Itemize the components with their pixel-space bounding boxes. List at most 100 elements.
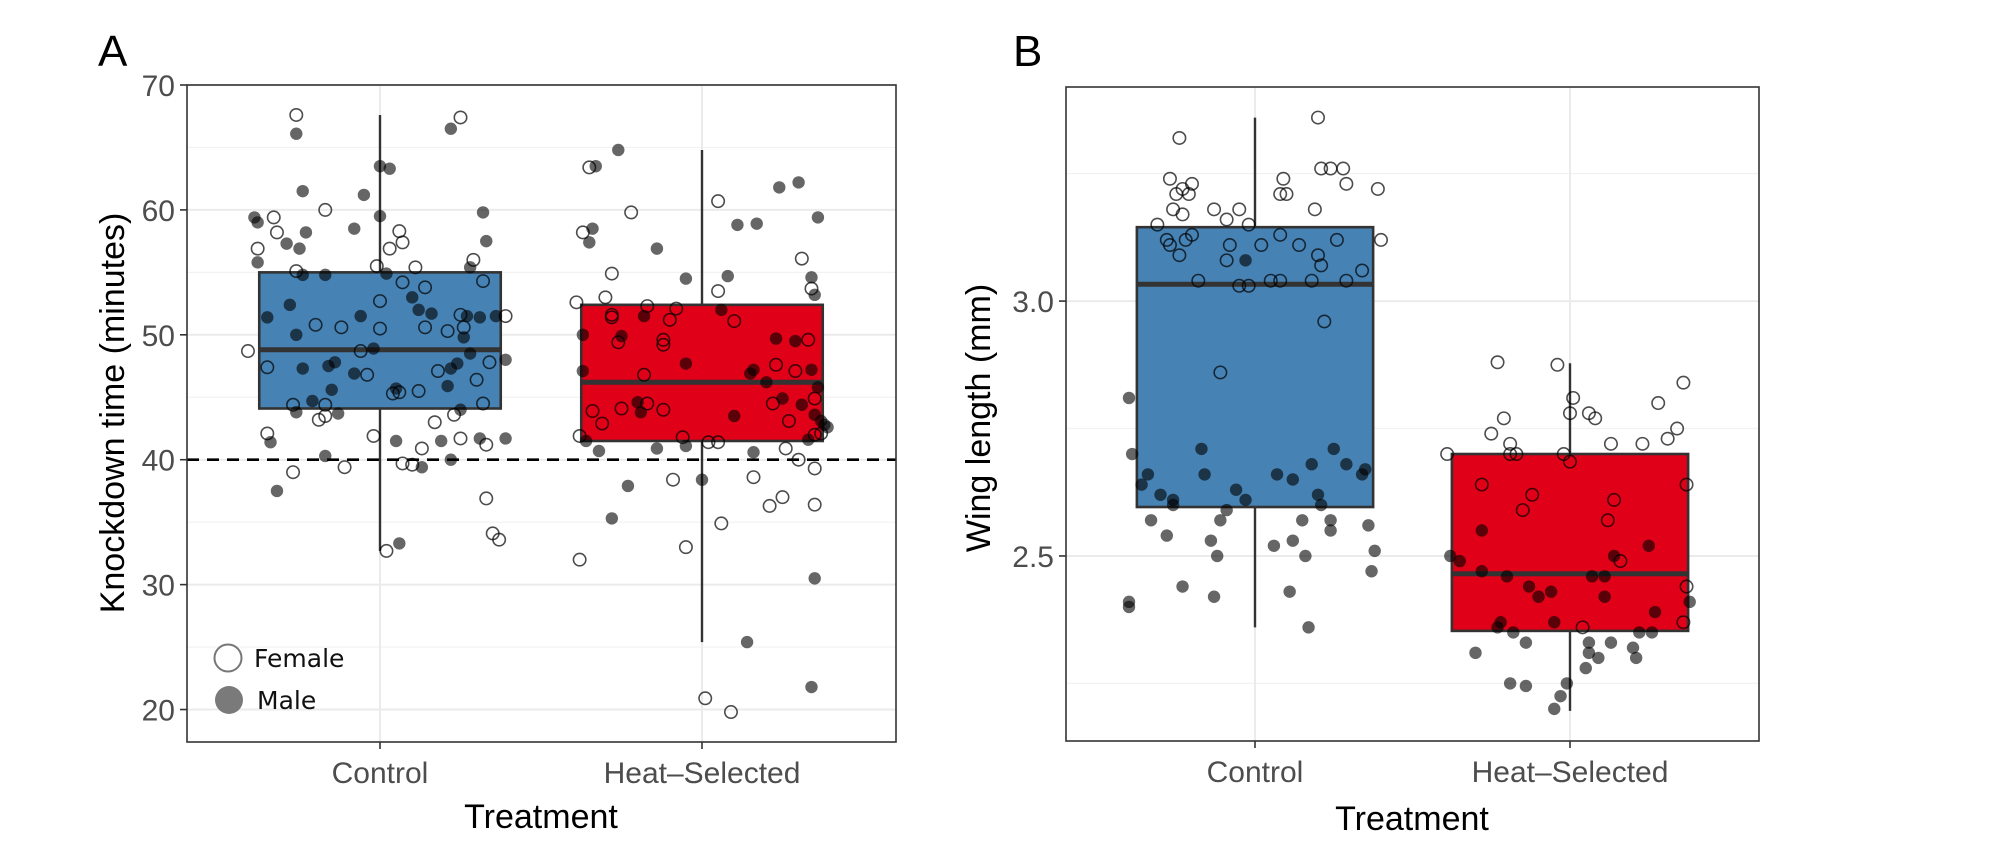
- female-point: [778, 441, 793, 456]
- female-point: [807, 427, 822, 442]
- female-point: [266, 210, 281, 225]
- female-point: [453, 110, 468, 125]
- female-point: [382, 241, 397, 256]
- male-point: [1579, 661, 1592, 675]
- male-point: [444, 122, 458, 135]
- male-point: [463, 261, 477, 274]
- female-point: [769, 357, 784, 372]
- female-point: [640, 396, 655, 411]
- male-point: [1314, 498, 1328, 512]
- female-point: [746, 470, 761, 485]
- panel-a-y-axis: 20 30 40 50 60 70: [142, 70, 187, 728]
- female-point: [1474, 477, 1489, 492]
- male-point: [1626, 641, 1640, 654]
- male-point: [1500, 570, 1514, 583]
- female-point: [1660, 431, 1675, 446]
- female-point: [595, 416, 610, 431]
- male-point: [1302, 621, 1315, 634]
- male-point: [715, 303, 728, 317]
- male-point: [695, 473, 709, 486]
- female-point: [569, 295, 584, 310]
- female-point: [366, 428, 381, 443]
- female-point: [1317, 314, 1332, 329]
- female-point: [1175, 207, 1190, 222]
- male-point: [415, 461, 429, 474]
- panel-a-frame: [186, 84, 897, 743]
- male-point: [1239, 493, 1252, 507]
- female-point: [411, 384, 426, 399]
- male-point: [1519, 636, 1533, 649]
- female-point: [440, 324, 455, 339]
- female-point: [1273, 187, 1288, 202]
- female-point: [269, 225, 284, 240]
- male-point: [808, 572, 821, 585]
- male-point: [383, 162, 396, 175]
- female-point: [801, 332, 816, 347]
- male-point: [1239, 254, 1252, 267]
- female-point: [711, 194, 726, 209]
- male-point: [821, 421, 834, 434]
- male-point: [776, 392, 789, 405]
- male-point: [389, 434, 403, 448]
- male-point: [795, 398, 809, 411]
- male-point: [354, 309, 367, 323]
- x-tick-label: Heat–Selected: [1472, 756, 1669, 789]
- male-point: [331, 407, 345, 420]
- male-point: [444, 362, 458, 375]
- female-point: [1525, 487, 1540, 502]
- female-point: [1550, 357, 1565, 372]
- male-point: [1522, 580, 1536, 593]
- female-point: [430, 364, 445, 379]
- box-heat-selected: [579, 303, 825, 443]
- female-point: [318, 202, 333, 217]
- female-point: [408, 260, 423, 275]
- female-point: [289, 264, 304, 279]
- female-point: [1292, 238, 1307, 253]
- female-point: [1162, 238, 1177, 253]
- female-point: [762, 498, 777, 513]
- female-point: [379, 543, 394, 558]
- legend-male-symbol: [215, 686, 243, 714]
- female-point: [614, 401, 629, 416]
- panel-a-y-axis-title: Knockdown time (minutes): [94, 213, 132, 614]
- female-point: [1588, 411, 1603, 426]
- male-point: [454, 403, 467, 416]
- female-point: [286, 465, 301, 480]
- male-point: [319, 268, 332, 282]
- female-point: [1566, 390, 1581, 405]
- male-point: [1544, 585, 1558, 598]
- female-point: [1279, 187, 1294, 202]
- male-point: [1141, 468, 1155, 481]
- male-point: [1286, 534, 1300, 547]
- male-point: [473, 432, 487, 445]
- male-point: [319, 449, 332, 463]
- female-point: [240, 344, 255, 359]
- female-point: [669, 301, 684, 316]
- male-point: [406, 291, 419, 304]
- female-point: [1232, 202, 1247, 217]
- x-tick-label: Control: [332, 757, 429, 790]
- male-point: [251, 256, 264, 269]
- female-point: [1676, 375, 1691, 390]
- male-point: [264, 436, 277, 449]
- male-point: [290, 328, 303, 342]
- panel-a-letter: A: [98, 27, 128, 76]
- female-point: [1336, 161, 1351, 176]
- female-point: [1563, 454, 1578, 469]
- male-point: [760, 376, 773, 389]
- female-point: [662, 312, 677, 327]
- panel-a-plot-area: [186, 84, 897, 743]
- female-point: [414, 441, 429, 456]
- male-point: [1324, 514, 1337, 527]
- female-point: [482, 355, 497, 370]
- male-point: [805, 680, 818, 694]
- male-point: [637, 309, 651, 323]
- male-point: [1645, 626, 1659, 639]
- female-point: [469, 372, 484, 387]
- female-point: [1219, 212, 1234, 227]
- y-tick-label: 20: [142, 695, 175, 728]
- female-point: [1213, 365, 1228, 380]
- female-point: [334, 320, 349, 335]
- panel-a-points: [240, 107, 834, 720]
- female-point: [656, 402, 671, 417]
